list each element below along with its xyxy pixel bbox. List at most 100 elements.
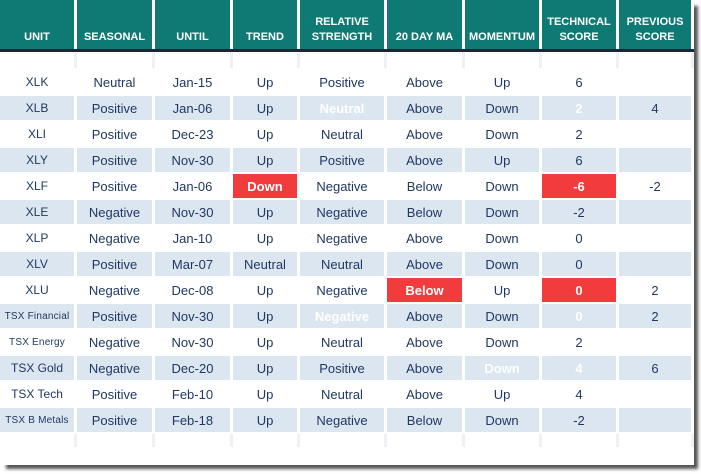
header-cell-ma20[interactable]: 20 DAY MA	[387, 0, 462, 49]
cell-xlu-unit[interactable]: XLU	[0, 278, 74, 302]
cell-tsx-b-metals-relative-strength[interactable]: Negative	[300, 408, 384, 432]
cell-tsx-financial-seasonal[interactable]: Positive	[77, 304, 152, 328]
cell-tsx-gold-relative-strength[interactable]: Positive	[300, 356, 384, 380]
header-cell-previous-score[interactable]: PREVIOUS SCORE	[619, 0, 691, 49]
cell-tsx-tech-ma20[interactable]: Above	[387, 382, 462, 406]
blank-cell-until[interactable]	[155, 434, 230, 447]
cell-tsx-gold-momentum[interactable]: Down	[465, 356, 539, 380]
cell-xlf-ma20[interactable]: Below	[387, 174, 462, 198]
cell-xle-trend[interactable]: Up	[233, 200, 297, 224]
header-cell-relative-strength[interactable]: RELATIVE STRENGTH	[300, 0, 384, 49]
cell-tsx-financial-unit[interactable]: TSX Financial	[0, 304, 74, 328]
cell-tsx-gold-trend[interactable]: Up	[233, 356, 297, 380]
cell-xlv-previous-score[interactable]	[619, 252, 691, 276]
cell-xlf-technical-score[interactable]: -6	[542, 174, 616, 198]
header-cell-seasonal[interactable]: SEASONAL	[77, 0, 152, 49]
header-cell-technical-score[interactable]: TECHNICAL SCORE	[542, 0, 616, 49]
cell-xlu-seasonal[interactable]: Negative	[77, 278, 152, 302]
cell-xlp-seasonal[interactable]: Negative	[77, 226, 152, 250]
cell-xle-previous-score[interactable]	[619, 200, 691, 224]
cell-xlu-momentum[interactable]: Up	[465, 278, 539, 302]
cell-xlp-trend[interactable]: Up	[233, 226, 297, 250]
cell-xlp-unit[interactable]: XLP	[0, 226, 74, 250]
blank-cell-momentum[interactable]	[465, 52, 539, 68]
cell-xlv-until[interactable]: Mar-07	[155, 252, 230, 276]
cell-xlk-relative-strength[interactable]: Positive	[300, 70, 384, 94]
cell-xlv-momentum[interactable]: Down	[465, 252, 539, 276]
cell-xlu-ma20[interactable]: Below	[387, 278, 462, 302]
cell-tsx-tech-momentum[interactable]: Up	[465, 382, 539, 406]
cell-xlb-previous-score[interactable]: 4	[619, 96, 691, 120]
cell-xle-technical-score[interactable]: -2	[542, 200, 616, 224]
cell-xlk-previous-score[interactable]	[619, 70, 691, 94]
cell-tsx-tech-until[interactable]: Feb-10	[155, 382, 230, 406]
cell-xlb-seasonal[interactable]: Positive	[77, 96, 152, 120]
cell-xlk-seasonal[interactable]: Neutral	[77, 70, 152, 94]
cell-xli-relative-strength[interactable]: Neutral	[300, 122, 384, 146]
cell-tsx-b-metals-ma20[interactable]: Below	[387, 408, 462, 432]
cell-xlk-momentum[interactable]: Up	[465, 70, 539, 94]
cell-tsx-energy-seasonal[interactable]: Negative	[77, 330, 152, 354]
cell-xly-until[interactable]: Nov-30	[155, 148, 230, 172]
cell-tsx-gold-seasonal[interactable]: Negative	[77, 356, 152, 380]
cell-xlu-trend[interactable]: Up	[233, 278, 297, 302]
cell-xle-momentum[interactable]: Down	[465, 200, 539, 224]
cell-xly-seasonal[interactable]: Positive	[77, 148, 152, 172]
cell-xly-relative-strength[interactable]: Positive	[300, 148, 384, 172]
header-cell-until[interactable]: UNTIL	[155, 0, 230, 49]
cell-tsx-financial-technical-score[interactable]: 0	[542, 304, 616, 328]
cell-xlp-until[interactable]: Jan-10	[155, 226, 230, 250]
cell-xlb-until[interactable]: Jan-06	[155, 96, 230, 120]
cell-xlf-seasonal[interactable]: Positive	[77, 174, 152, 198]
cell-tsx-financial-trend[interactable]: Up	[233, 304, 297, 328]
cell-xle-until[interactable]: Nov-30	[155, 200, 230, 224]
cell-tsx-b-metals-unit[interactable]: TSX B Metals	[0, 408, 74, 432]
cell-xle-ma20[interactable]: Below	[387, 200, 462, 224]
cell-xli-until[interactable]: Dec-23	[155, 122, 230, 146]
cell-tsx-energy-relative-strength[interactable]: Neutral	[300, 330, 384, 354]
blank-cell-seasonal[interactable]	[77, 52, 152, 68]
cell-xlu-technical-score[interactable]: 0	[542, 278, 616, 302]
cell-tsx-tech-previous-score[interactable]	[619, 382, 691, 406]
blank-cell-previous-score[interactable]	[619, 52, 691, 68]
blank-cell-relative-strength[interactable]	[300, 434, 384, 447]
cell-xlv-relative-strength[interactable]: Neutral	[300, 252, 384, 276]
cell-tsx-gold-unit[interactable]: TSX Gold	[0, 356, 74, 380]
cell-tsx-financial-momentum[interactable]: Down	[465, 304, 539, 328]
cell-tsx-gold-until[interactable]: Dec-20	[155, 356, 230, 380]
cell-tsx-tech-trend[interactable]: Up	[233, 382, 297, 406]
cell-xli-previous-score[interactable]	[619, 122, 691, 146]
header-cell-momentum[interactable]: MOMENTUM	[465, 0, 539, 49]
cell-tsx-tech-relative-strength[interactable]: Neutral	[300, 382, 384, 406]
blank-cell-ma20[interactable]	[387, 52, 462, 68]
blank-cell-previous-score[interactable]	[619, 434, 691, 447]
cell-xlb-relative-strength[interactable]: Neutral	[300, 96, 384, 120]
cell-xlk-until[interactable]: Jan-15	[155, 70, 230, 94]
cell-xlu-previous-score[interactable]: 2	[619, 278, 691, 302]
cell-tsx-energy-unit[interactable]: TSX Energy	[0, 330, 74, 354]
cell-xly-previous-score[interactable]	[619, 148, 691, 172]
cell-xlf-unit[interactable]: XLF	[0, 174, 74, 198]
cell-tsx-financial-relative-strength[interactable]: Negative	[300, 304, 384, 328]
cell-xlp-previous-score[interactable]	[619, 226, 691, 250]
header-cell-trend[interactable]: TREND	[233, 0, 297, 49]
cell-tsx-b-metals-trend[interactable]: Up	[233, 408, 297, 432]
cell-tsx-gold-technical-score[interactable]: 4	[542, 356, 616, 380]
blank-cell-until[interactable]	[155, 52, 230, 68]
cell-xlv-unit[interactable]: XLV	[0, 252, 74, 276]
cell-tsx-energy-ma20[interactable]: Above	[387, 330, 462, 354]
cell-xly-ma20[interactable]: Above	[387, 148, 462, 172]
cell-xle-relative-strength[interactable]: Negative	[300, 200, 384, 224]
blank-cell-seasonal[interactable]	[77, 434, 152, 447]
cell-xli-trend[interactable]: Up	[233, 122, 297, 146]
cell-xly-trend[interactable]: Up	[233, 148, 297, 172]
cell-xli-ma20[interactable]: Above	[387, 122, 462, 146]
blank-cell-trend[interactable]	[233, 434, 297, 447]
blank-cell-momentum[interactable]	[465, 434, 539, 447]
header-cell-unit[interactable]: UNIT	[0, 0, 74, 49]
cell-xly-momentum[interactable]: Up	[465, 148, 539, 172]
cell-xly-technical-score[interactable]: 6	[542, 148, 616, 172]
blank-cell-unit[interactable]	[0, 52, 74, 68]
cell-xlk-technical-score[interactable]: 6	[542, 70, 616, 94]
cell-tsx-b-metals-technical-score[interactable]: -2	[542, 408, 616, 432]
